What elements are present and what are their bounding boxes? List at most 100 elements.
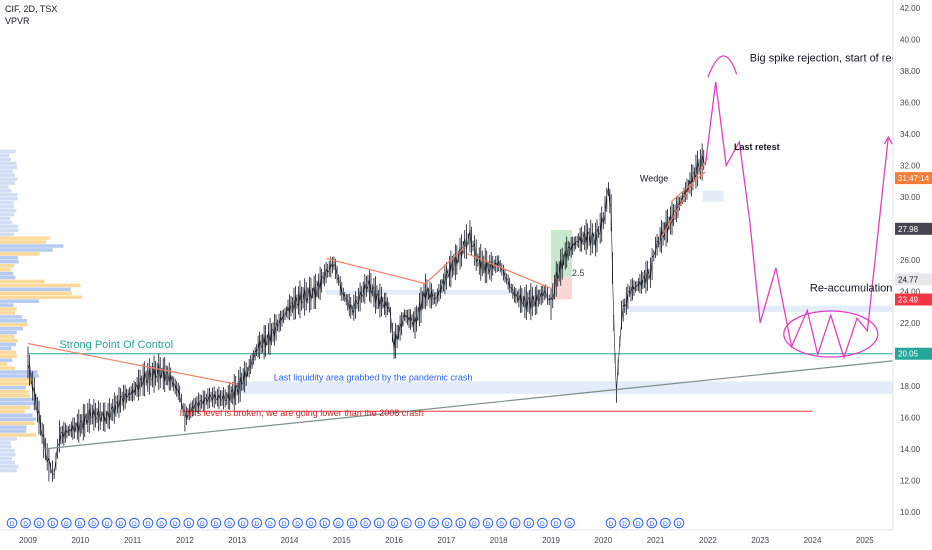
y-axis: 10.0012.0014.0016.0018.0020.0022.0024.00… bbox=[892, 0, 932, 550]
volume-bar bbox=[0, 421, 35, 425]
dividend-marker bbox=[183, 517, 195, 529]
dividend-marker bbox=[441, 517, 453, 529]
dividend-marker-label: D bbox=[10, 521, 15, 528]
volume-bar bbox=[0, 374, 39, 378]
volume-bar bbox=[0, 263, 14, 268]
volume-bar bbox=[0, 149, 16, 154]
volume-bar bbox=[0, 350, 17, 355]
volume-bar bbox=[0, 173, 15, 177]
dividend-marker-label: D bbox=[390, 521, 395, 528]
annotation-text: If this level is broken, we are going lo… bbox=[180, 408, 424, 418]
x-tick-label: 2011 bbox=[124, 536, 142, 545]
dividend-marker-label: D bbox=[254, 521, 259, 528]
volume-bar bbox=[0, 200, 14, 205]
volume-bar bbox=[0, 338, 18, 343]
price-line bbox=[27, 153, 704, 475]
volume-bar bbox=[0, 204, 14, 209]
volume-bar bbox=[0, 311, 16, 315]
indicator-label: VPVR bbox=[5, 16, 30, 26]
price-tag bbox=[895, 273, 932, 286]
x-axis: 2009 2010 2011 2012 2013 2014 2015 2016 2017 2018… bbox=[0, 529, 893, 545]
chart-header: CIF, 2D, TSX VPVR bbox=[5, 3, 57, 27]
volume-bar bbox=[0, 433, 36, 437]
volume-bar bbox=[0, 212, 15, 217]
dividend-marker bbox=[482, 517, 494, 529]
trend-line bbox=[467, 253, 552, 289]
dividend-marker bbox=[251, 517, 263, 529]
dividend-marker-label: D bbox=[418, 521, 423, 528]
volume-bar bbox=[0, 307, 17, 311]
annotation-text: Strong Point Of Control bbox=[59, 339, 173, 351]
reaccumulation-ellipse bbox=[783, 310, 879, 358]
volume-bar bbox=[0, 464, 19, 469]
dividend-marker-label: D bbox=[609, 521, 614, 528]
dividend-marker-label: D bbox=[363, 521, 368, 528]
dividend-marker bbox=[169, 517, 181, 529]
x-tick-label: 2014 bbox=[281, 536, 299, 545]
dividend-marker bbox=[455, 517, 467, 529]
volume-bar bbox=[0, 153, 10, 158]
volume-bar bbox=[0, 161, 17, 166]
volume-bar bbox=[0, 397, 38, 402]
y-tick-label: 30.00 bbox=[900, 193, 921, 202]
x-tick-label: 2017 bbox=[438, 536, 456, 545]
volume-bar bbox=[0, 303, 14, 307]
volume-bar bbox=[0, 405, 31, 410]
y-tick-label: 24.00 bbox=[900, 288, 921, 297]
dividend-marker bbox=[101, 517, 113, 529]
volume-bar bbox=[0, 291, 72, 296]
dividend-marker-label: D bbox=[649, 521, 654, 528]
dividend-marker bbox=[496, 517, 507, 529]
dividend-marker bbox=[224, 517, 235, 529]
x-tick-label: 2020 bbox=[594, 536, 612, 545]
volume-bar bbox=[0, 445, 12, 449]
dividend-marker-label: D bbox=[486, 521, 491, 528]
volume-bar bbox=[0, 283, 81, 288]
annotation-text: Last retest bbox=[734, 142, 780, 152]
x-tick-label: 2015 bbox=[333, 536, 351, 545]
annotation-text: Big spike rejection, start of recession bbox=[750, 53, 929, 65]
volume-bar bbox=[0, 228, 19, 233]
price-tag bbox=[895, 222, 932, 235]
dividend-marker bbox=[619, 517, 630, 529]
dividend-marker-label: D bbox=[309, 521, 314, 528]
dividend-marker-label: D bbox=[445, 521, 450, 528]
x-tick-label: 2016 bbox=[385, 536, 403, 545]
dividend-marker bbox=[142, 517, 154, 529]
dividend-marker-label: D bbox=[78, 521, 83, 528]
dividend-marker-label: D bbox=[322, 521, 327, 528]
dividend-marker-label: D bbox=[132, 521, 137, 528]
volume-bar bbox=[0, 425, 27, 429]
volume-bar bbox=[0, 236, 50, 240]
projection-arrowhead bbox=[883, 135, 893, 145]
volume-bar bbox=[0, 216, 11, 221]
volume-bar bbox=[0, 330, 17, 335]
x-tick-label: 2009 bbox=[19, 536, 37, 545]
volume-bar bbox=[0, 165, 18, 170]
volume-bar bbox=[0, 358, 13, 362]
dividend-marker-label: D bbox=[458, 521, 463, 528]
y-tick-label: 32.00 bbox=[900, 162, 921, 171]
price-tag-label: 23.49 bbox=[898, 296, 919, 305]
dividend-marker-label: D bbox=[91, 521, 96, 528]
volume-bar bbox=[0, 248, 53, 252]
dividend-marker-label: D bbox=[554, 521, 559, 528]
dividend-marker bbox=[156, 517, 167, 529]
symbol-label: CIF, 2D, TSX bbox=[5, 4, 58, 14]
volume-bar bbox=[0, 417, 37, 422]
dividend-marker bbox=[428, 517, 439, 529]
dividend-marker bbox=[632, 517, 644, 529]
dividend-marker-label: D bbox=[377, 521, 382, 528]
dividend-marker-label: D bbox=[677, 521, 682, 528]
price-tag bbox=[895, 347, 932, 360]
zone-box bbox=[237, 381, 893, 394]
dividend-marker bbox=[360, 517, 371, 529]
dividend-marker bbox=[414, 517, 426, 529]
price-candles bbox=[27, 143, 705, 482]
x-tick-label: 2018 bbox=[490, 536, 508, 545]
volume-bar bbox=[0, 460, 16, 465]
dividend-marker bbox=[469, 517, 480, 529]
dividend-marker bbox=[333, 517, 344, 529]
